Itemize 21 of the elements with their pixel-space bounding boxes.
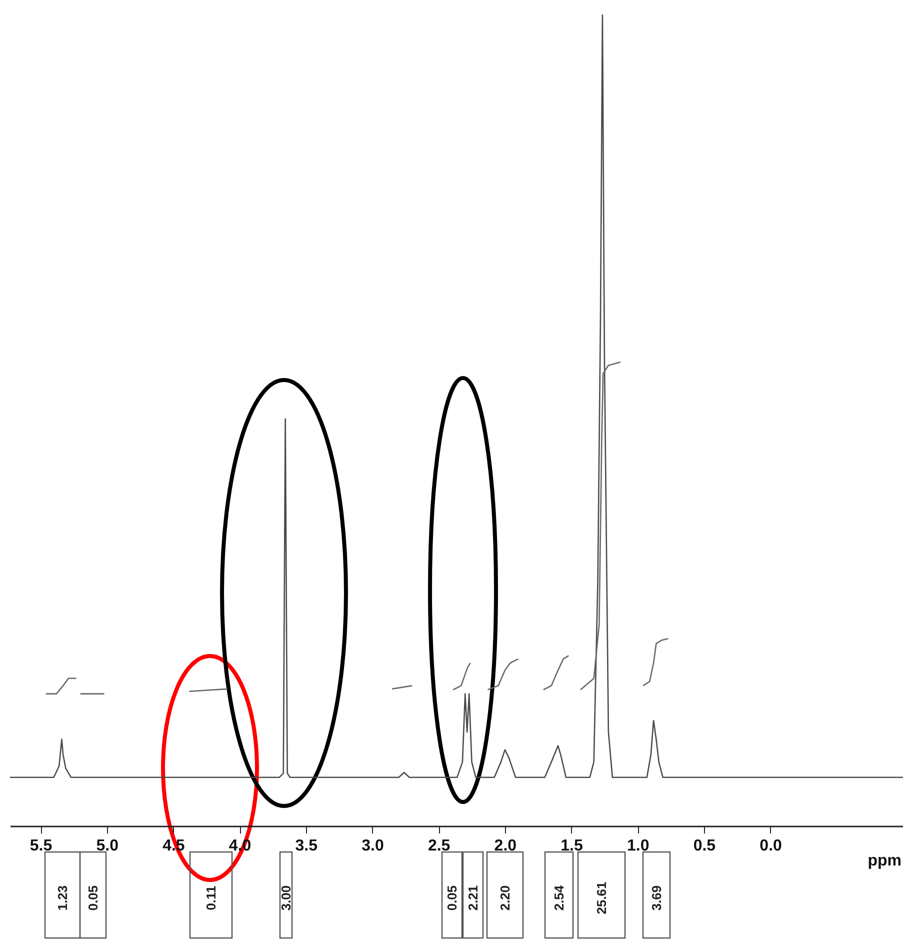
text: 3.69 — [649, 885, 664, 911]
x-tick-label: 3.0 — [362, 838, 384, 854]
text: 2.54 — [552, 884, 566, 911]
x-tick-label: 0.5 — [693, 838, 716, 854]
text: 0.05 — [86, 885, 100, 911]
x-tick-label: 1.0 — [626, 838, 650, 854]
x-tick-label: 2.0 — [494, 838, 517, 854]
x-tick-label: 0.0 — [760, 838, 782, 854]
text: 3.00 — [278, 885, 294, 911]
text: 25.61 — [594, 882, 609, 914]
text: 2.21 — [466, 885, 480, 911]
text: 1.23 — [55, 885, 70, 911]
x-axis-title: ppm — [868, 852, 902, 870]
text: 0.05 — [444, 885, 460, 911]
x-tick-label: 5.5 — [30, 838, 52, 854]
x-tick-label: 1.5 — [560, 838, 583, 854]
text: 2.20 — [498, 885, 512, 911]
x-tick-label: 3.5 — [295, 838, 318, 854]
x-tick-label: 5.0 — [96, 838, 119, 854]
text: 0.11 — [204, 886, 218, 910]
x-tick-label: 2.5 — [428, 838, 450, 854]
